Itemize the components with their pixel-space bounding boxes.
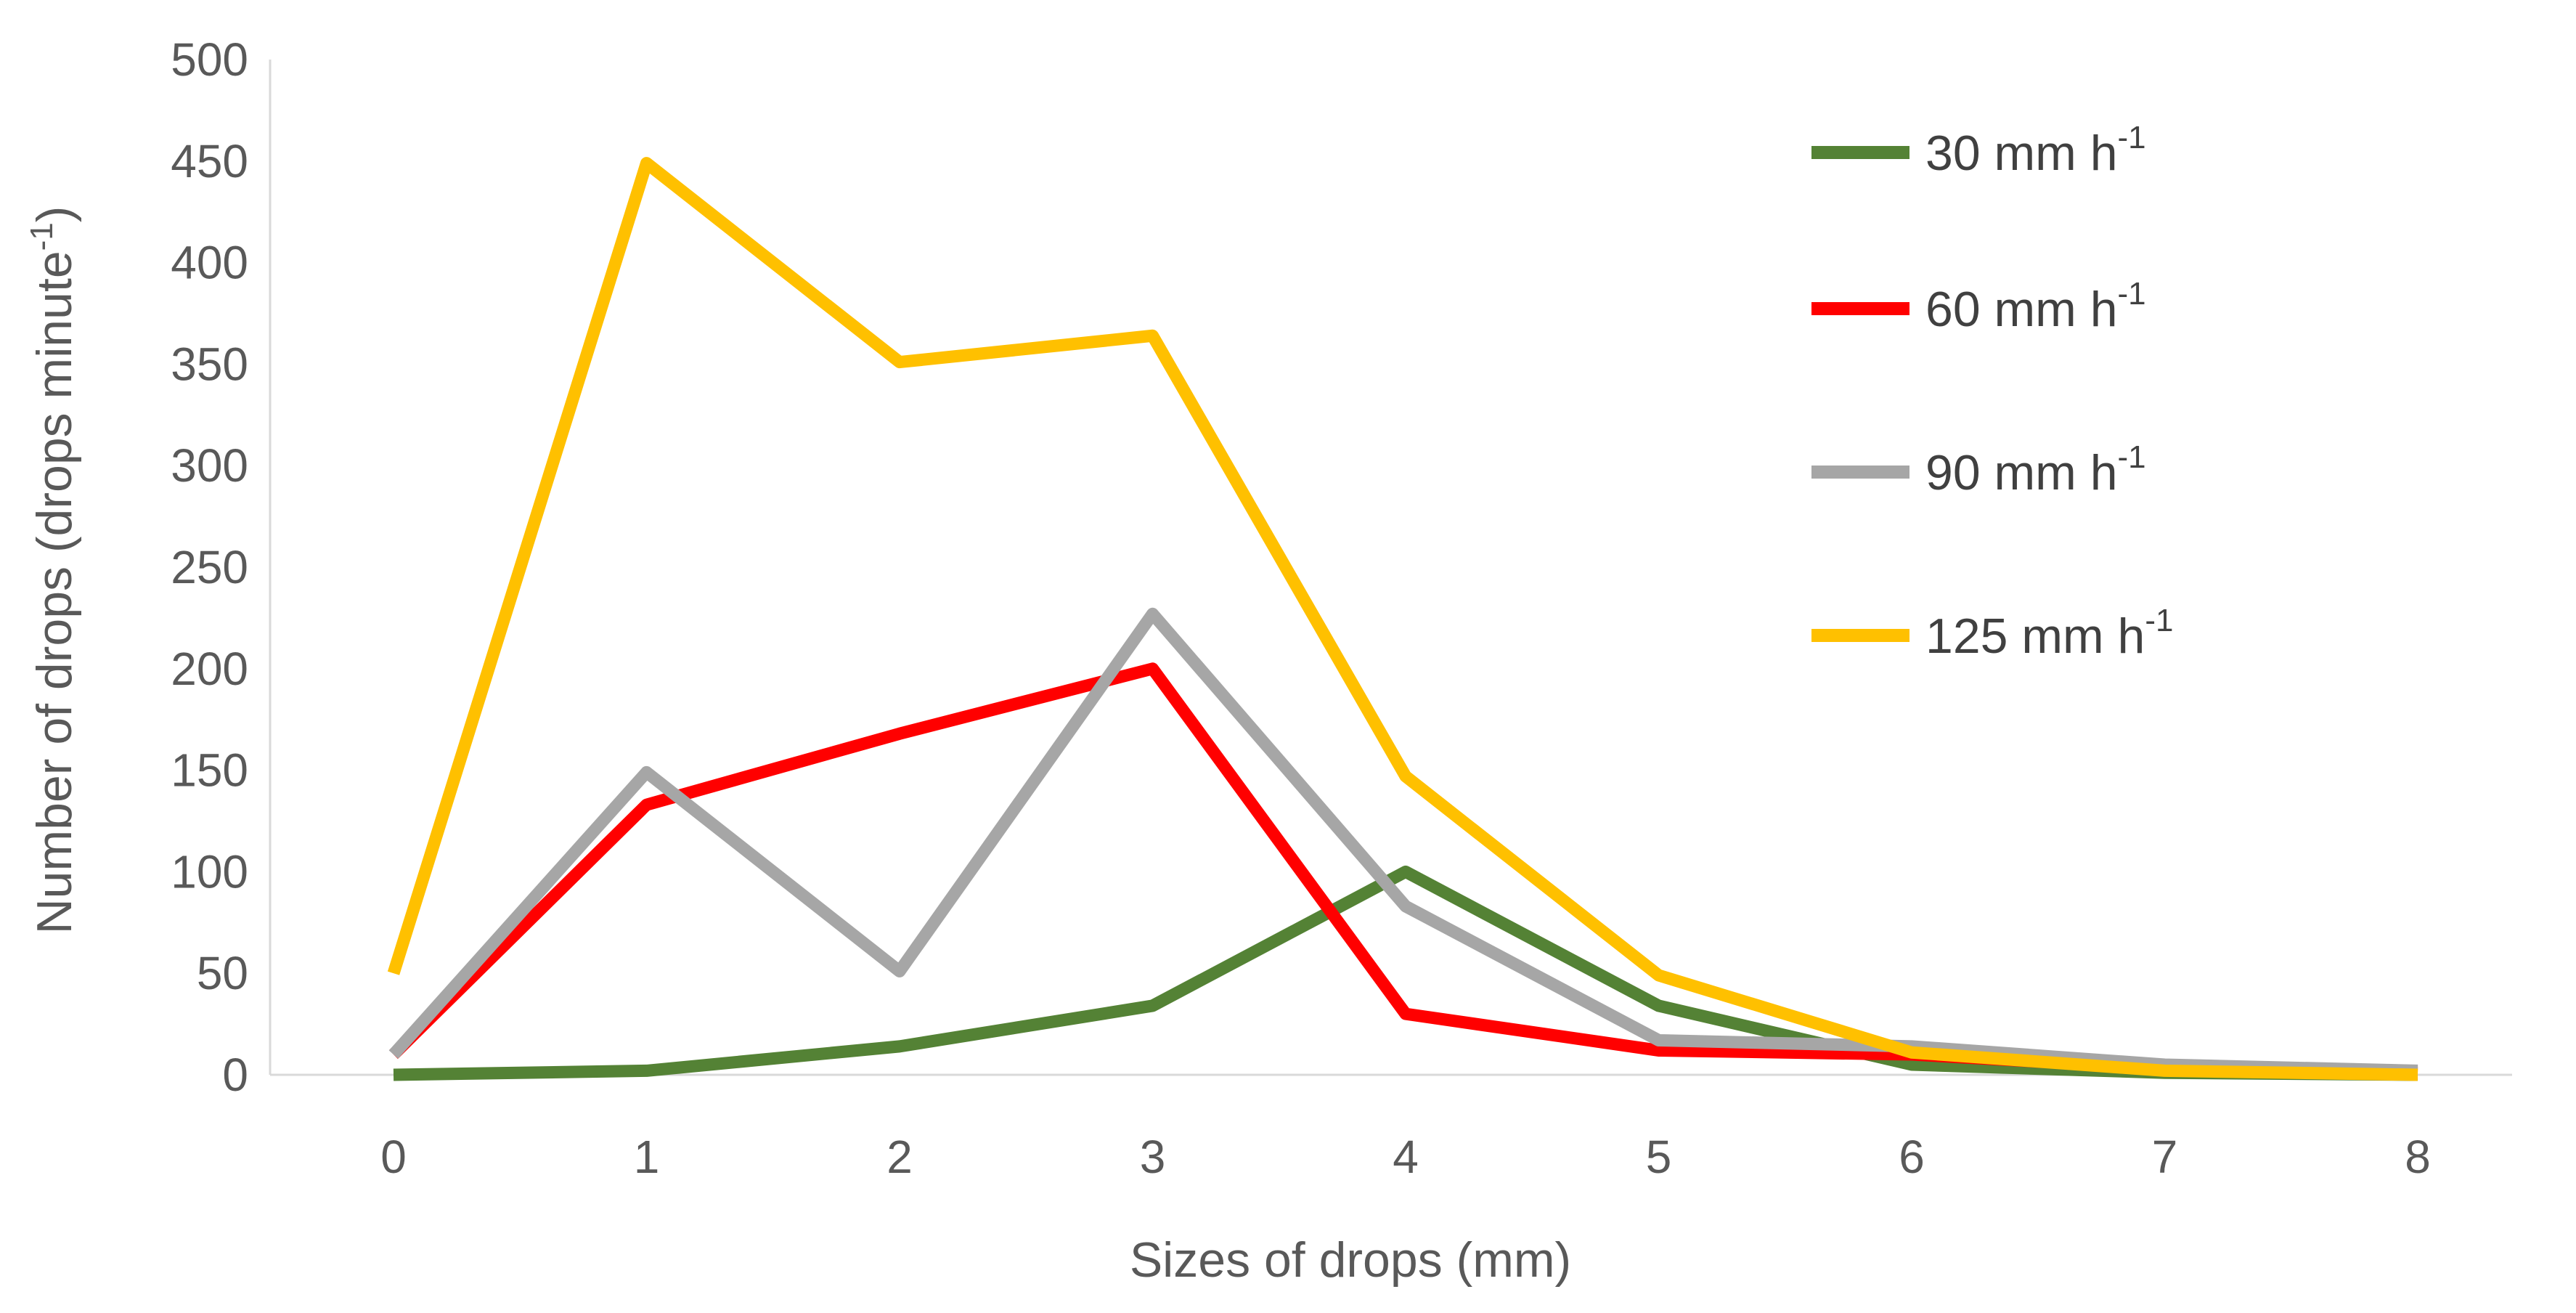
legend-label-sup: -1 (2145, 603, 2173, 638)
y-tick-label: 500 (171, 33, 248, 86)
y-tick-label: 350 (171, 338, 248, 390)
x-tick-label: 8 (2405, 1131, 2431, 1183)
y-axis-title-text: Number of drops (drops minute (27, 251, 82, 934)
y-tick-label: 450 (171, 135, 248, 187)
legend-label-text: 30 mm h (1925, 126, 2118, 181)
x-tick-label: 5 (1646, 1131, 1672, 1183)
y-axis: 0 50 100 150 200 250 300 350 400 450 500 (171, 33, 272, 1101)
y-tick-label: 300 (171, 439, 248, 492)
y-tick-label: 200 (171, 643, 248, 695)
x-tick-label: 6 (1899, 1131, 1925, 1183)
legend-label-sup: -1 (2118, 439, 2146, 475)
x-tick-label: 2 (886, 1131, 913, 1183)
x-axis-title: Sizes of drops (mm) (1130, 1232, 1571, 1288)
legend-label-sup: -1 (2118, 276, 2146, 312)
legend-label-text: 125 mm h (1925, 609, 2145, 664)
legend-label-text: 90 mm h (1925, 445, 2118, 500)
legend-label: 125 mm h-1 (1925, 603, 2173, 664)
x-tick-label: 4 (1393, 1131, 1419, 1183)
legend-label: 30 mm h-1 (1925, 120, 2146, 181)
legend-label: 60 mm h-1 (1925, 276, 2146, 337)
y-axis-title-suffix: ) (27, 206, 82, 223)
x-tick-label: 0 (380, 1131, 407, 1183)
x-tick-labels: 0 1 2 3 4 5 6 7 8 (380, 1131, 2431, 1183)
legend-label-text: 60 mm h (1925, 282, 2118, 337)
y-tick-label: 100 (171, 845, 248, 898)
y-tick-label: 400 (171, 237, 248, 289)
y-axis-title-sup: -1 (24, 222, 60, 251)
series-lines (387, 157, 2418, 1081)
x-tick-label: 1 (634, 1131, 660, 1183)
y-tick-label: 250 (171, 541, 248, 593)
y-axis-title: Number of drops (drops minute-1) (24, 206, 82, 935)
y-tick-label: 150 (171, 744, 248, 797)
series-line (388, 607, 2418, 1077)
x-tick-label: 3 (1140, 1131, 1166, 1183)
legend-label-sup: -1 (2118, 120, 2146, 155)
y-tick-label: 0 (222, 1049, 248, 1101)
y-tick-labels: 0 50 100 150 200 250 300 350 400 450 500 (171, 33, 248, 1101)
y-tick-label: 50 (197, 947, 248, 999)
x-axis: 0 1 2 3 4 5 6 7 8 (270, 1073, 2512, 1183)
series-line (387, 157, 2418, 1081)
legend-label: 90 mm h-1 (1925, 439, 2146, 500)
x-tick-label: 7 (2152, 1131, 2178, 1183)
